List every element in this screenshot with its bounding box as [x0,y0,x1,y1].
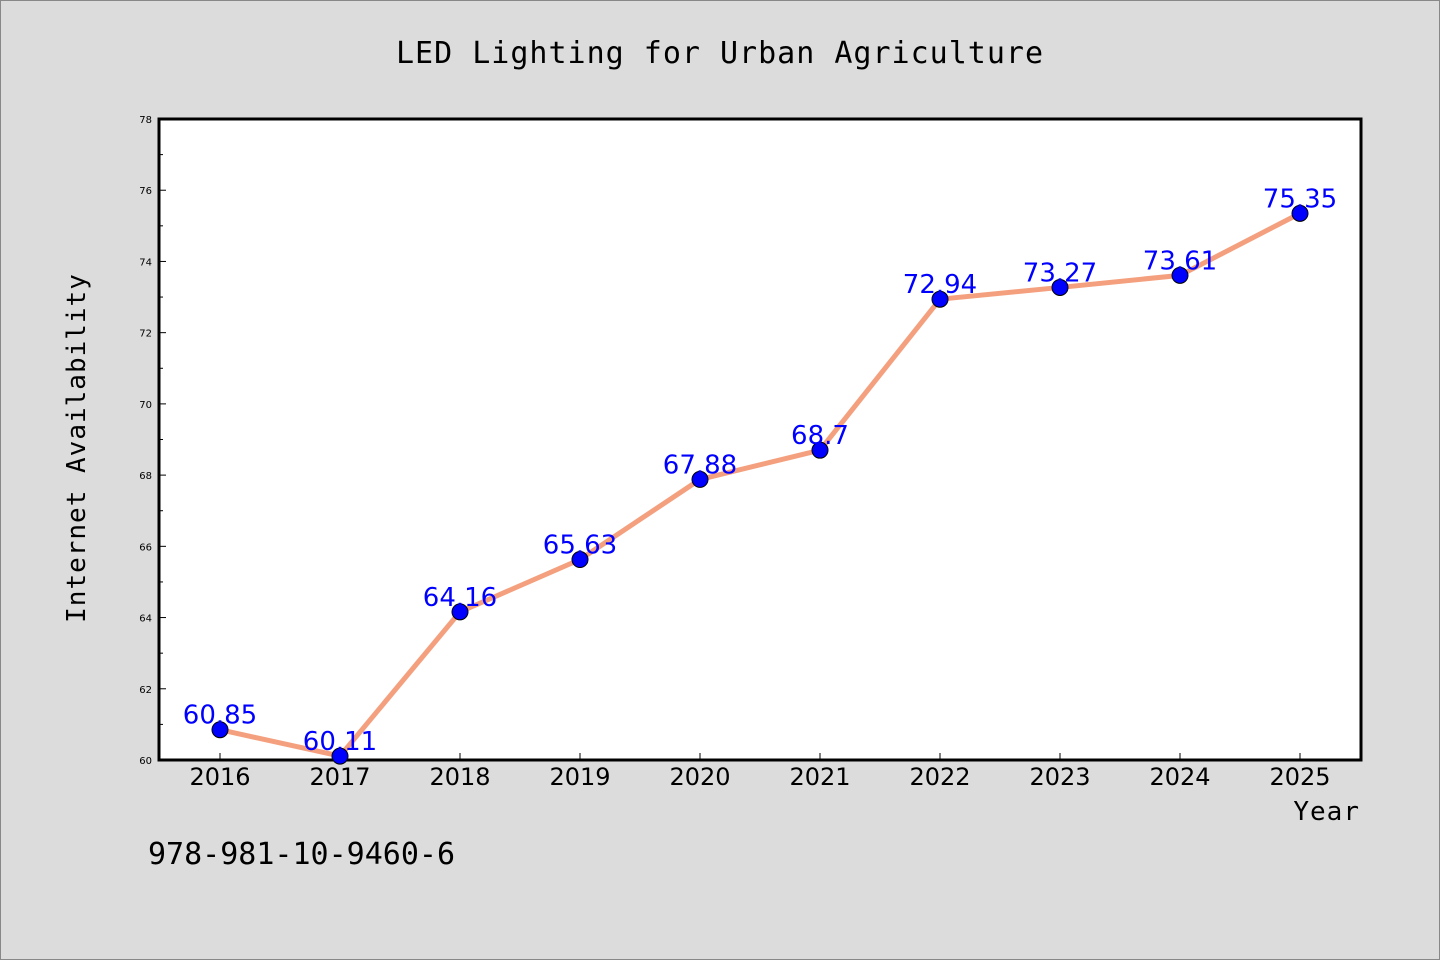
data-label: 75.35 [1263,184,1337,214]
data-point[interactable] [691,470,709,488]
y-tick-label: 62 [139,685,152,696]
y-tick-label: 60 [139,756,152,767]
x-tick-label: 2025 [1269,763,1330,791]
series-line [217,210,1303,759]
x-tick-label: 2018 [429,763,490,791]
data-point[interactable] [1171,266,1189,284]
data-point[interactable] [811,441,829,459]
data-point[interactable] [451,603,469,621]
y-tick-label: 76 [139,186,152,197]
x-axis: 2016 2017 2018 2019 2020 2021 2022 2023 2024 2025 [189,753,1331,791]
y-axis-label: Internet Availability [62,273,92,623]
data-point[interactable] [1051,278,1069,296]
data-label: 73.61 [1143,246,1217,276]
data-point[interactable] [211,721,229,739]
data-label: 60.85 [183,701,257,731]
data-point[interactable] [571,551,589,569]
x-tick-label: 2023 [1029,763,1090,791]
plot-area [157,117,1363,762]
y-tick-label: 70 [139,400,152,411]
y-tick-label: 64 [139,614,152,625]
y-tick-label: 78 [139,115,152,126]
data-label: 73.27 [1023,258,1097,288]
data-point[interactable] [931,290,949,308]
y-axis: 60 62 64 66 68 70 72 74 76 78 [139,115,166,767]
x-tick-label: 2021 [789,763,850,791]
data-label: 68.7 [791,421,849,451]
data-label: 72.94 [903,270,977,300]
x-tick-label: 2017 [309,763,370,791]
x-tick-label: 2016 [189,763,250,791]
x-tick-label: 2019 [549,763,610,791]
y-tick-label: 66 [139,542,152,553]
series-layer: 60.85 60.11 64.16 65.63 67.88 68.7 72.94 73.27 7… [183,184,1337,765]
x-tick-label: 2020 [669,763,730,791]
data-label: 67.88 [663,450,737,480]
isbn-text: 978-981-10-9460-6 [148,837,455,872]
y-tick-label: 74 [139,257,152,268]
x-axis-label: Year [1293,797,1360,827]
data-point[interactable] [331,747,349,765]
data-label: 64.16 [423,583,497,613]
data-label: 60.11 [303,727,377,757]
x-tick-label: 2024 [1149,763,1210,791]
data-point[interactable] [1291,204,1309,222]
data-label: 65.63 [543,531,617,561]
y-tick-label: 72 [139,329,152,340]
chart-title: LED Lighting for Urban Agriculture [396,36,1044,71]
y-tick-label: 68 [139,471,152,482]
x-tick-label: 2022 [909,763,970,791]
